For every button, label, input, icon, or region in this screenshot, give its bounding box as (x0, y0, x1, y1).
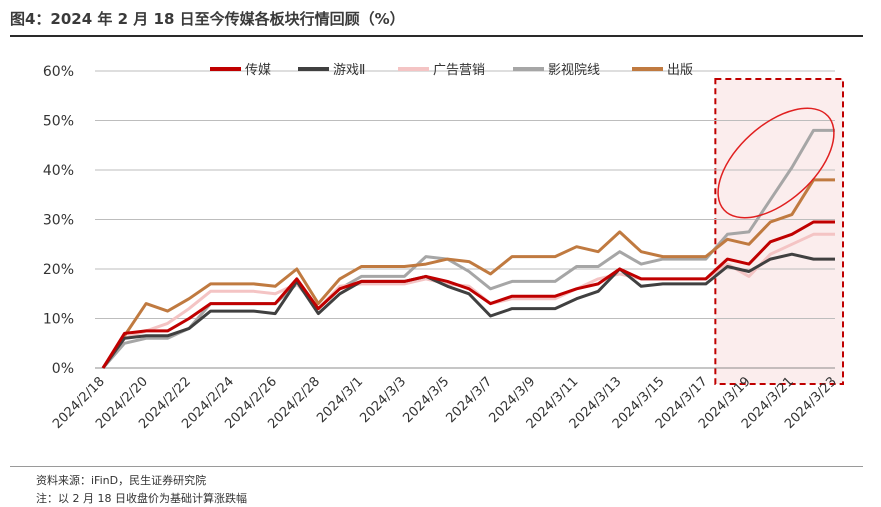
legend-label: 出版 (667, 63, 693, 78)
legend-label: 游戏Ⅱ (333, 63, 365, 78)
highlight-ellipse (717, 107, 835, 219)
series-line-1 (101, 220, 835, 369)
grid: 0% 10% 20% 30% 40% 50% 60% (43, 64, 835, 377)
legend-label: 广告营销 (433, 63, 485, 78)
x-tick-label: 2024/3/3 (357, 374, 409, 426)
legend-label: 影视院线 (548, 63, 600, 78)
y-tick-label: 10% (43, 312, 74, 328)
chart-title: 图4：2024 年 2 月 18 日至今传媒各板块行情回顾（%） (10, 10, 405, 28)
footer-divider (10, 466, 863, 467)
highlight-region (714, 78, 845, 385)
y-tick-label: 0% (52, 361, 74, 377)
x-tick-label: 2024/3/5 (400, 374, 452, 426)
series-line-2 (101, 252, 835, 369)
y-tick-label: 30% (43, 213, 74, 229)
legend: 传媒 游戏Ⅱ 广告营销 影视院线 出版 (210, 63, 693, 78)
y-tick-label: 60% (43, 64, 74, 80)
y-tick-label: 50% (43, 114, 74, 130)
highlight-box (714, 78, 845, 385)
y-tick-label: 40% (43, 163, 74, 179)
x-tick-label: 2024/3/7 (443, 374, 495, 426)
source-note: 资料来源：iFinD，民生证券研究院 (36, 474, 207, 487)
series-lines (101, 128, 835, 369)
x-tick-label: 2024/3/1 (314, 374, 366, 426)
emphasis-ellipse (717, 107, 835, 219)
title-divider (10, 35, 863, 37)
legend-label: 传媒 (245, 63, 271, 78)
series-line-5 (101, 178, 835, 369)
method-note: 注：以 2 月 18 日收盘价为基础计算涨跌幅 (36, 492, 247, 505)
y-tick-label: 20% (43, 262, 74, 278)
